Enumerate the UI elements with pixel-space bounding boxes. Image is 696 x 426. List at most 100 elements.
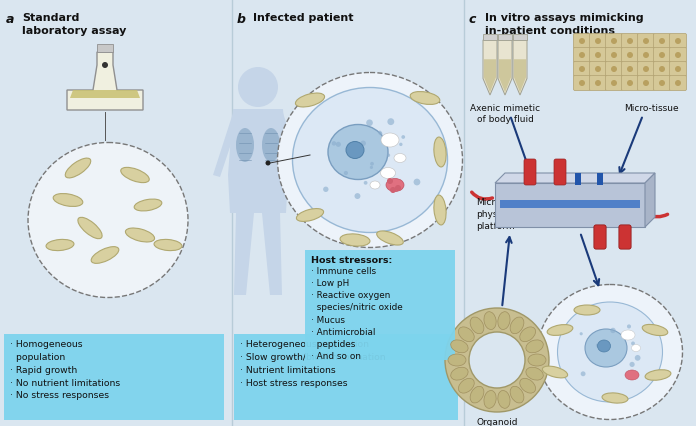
FancyBboxPatch shape	[594, 225, 606, 249]
Circle shape	[378, 131, 381, 134]
Polygon shape	[513, 40, 527, 95]
FancyBboxPatch shape	[638, 34, 654, 49]
FancyBboxPatch shape	[590, 61, 606, 77]
Polygon shape	[645, 173, 655, 227]
Circle shape	[596, 343, 600, 347]
Ellipse shape	[78, 217, 102, 239]
Ellipse shape	[410, 92, 440, 104]
FancyBboxPatch shape	[305, 250, 455, 360]
FancyBboxPatch shape	[619, 225, 631, 249]
Circle shape	[631, 342, 635, 345]
Polygon shape	[70, 90, 140, 98]
Circle shape	[595, 80, 601, 86]
Circle shape	[402, 135, 405, 139]
Circle shape	[627, 325, 631, 328]
FancyBboxPatch shape	[619, 225, 631, 249]
FancyBboxPatch shape	[622, 48, 638, 63]
Ellipse shape	[528, 354, 546, 366]
Ellipse shape	[459, 378, 474, 393]
Circle shape	[579, 80, 585, 86]
Ellipse shape	[642, 325, 667, 336]
Polygon shape	[234, 213, 254, 295]
Circle shape	[364, 181, 367, 185]
Circle shape	[659, 66, 665, 72]
Ellipse shape	[470, 317, 484, 334]
Ellipse shape	[296, 209, 324, 222]
Circle shape	[627, 80, 633, 86]
Circle shape	[659, 38, 665, 44]
Circle shape	[579, 66, 585, 72]
Circle shape	[628, 332, 631, 335]
Ellipse shape	[520, 327, 535, 342]
Ellipse shape	[451, 367, 468, 380]
Ellipse shape	[381, 167, 395, 178]
Circle shape	[469, 332, 525, 388]
Text: Axenic mimetic
of body fluid: Axenic mimetic of body fluid	[470, 104, 540, 124]
Circle shape	[395, 185, 401, 191]
Circle shape	[445, 308, 549, 412]
FancyBboxPatch shape	[670, 75, 686, 90]
Circle shape	[675, 80, 681, 86]
Ellipse shape	[526, 367, 544, 380]
FancyBboxPatch shape	[638, 48, 654, 63]
Circle shape	[370, 162, 374, 166]
Circle shape	[102, 62, 108, 68]
Circle shape	[332, 141, 336, 146]
FancyBboxPatch shape	[234, 334, 458, 420]
Ellipse shape	[557, 302, 663, 402]
Ellipse shape	[602, 393, 628, 403]
Circle shape	[627, 52, 633, 58]
Ellipse shape	[510, 317, 524, 334]
Circle shape	[611, 66, 617, 72]
Ellipse shape	[28, 143, 188, 297]
FancyBboxPatch shape	[574, 75, 590, 90]
Text: Micro-tissue: Micro-tissue	[624, 104, 679, 113]
Ellipse shape	[470, 386, 484, 403]
Polygon shape	[213, 113, 240, 177]
Ellipse shape	[537, 285, 683, 420]
Text: · Heterogeneous population
· Slow growth/biofilm formation
· Nutrient limitation: · Heterogeneous population · Slow growth…	[240, 340, 386, 388]
FancyBboxPatch shape	[590, 75, 606, 90]
Text: · Homogeneous
  population
· Rapid growth
· No nutrient limitations
· No stress : · Homogeneous population · Rapid growth …	[10, 340, 120, 400]
FancyBboxPatch shape	[622, 34, 638, 49]
Ellipse shape	[459, 327, 474, 342]
FancyBboxPatch shape	[654, 48, 670, 63]
Circle shape	[675, 66, 681, 72]
FancyBboxPatch shape	[574, 61, 590, 77]
Ellipse shape	[547, 325, 573, 335]
FancyBboxPatch shape	[606, 34, 622, 49]
Ellipse shape	[498, 391, 510, 408]
Ellipse shape	[120, 167, 149, 183]
Text: Host stressors:: Host stressors:	[311, 256, 393, 265]
Circle shape	[675, 38, 681, 44]
Circle shape	[580, 332, 583, 335]
Circle shape	[579, 38, 585, 44]
Ellipse shape	[520, 378, 535, 393]
Circle shape	[643, 38, 649, 44]
FancyBboxPatch shape	[606, 75, 622, 90]
FancyBboxPatch shape	[654, 34, 670, 49]
Text: c: c	[469, 13, 476, 26]
Circle shape	[659, 80, 665, 86]
FancyBboxPatch shape	[670, 34, 686, 49]
Circle shape	[627, 66, 633, 72]
Circle shape	[610, 328, 616, 333]
Polygon shape	[514, 59, 526, 92]
Text: In vitro assays mimicking
in-patient conditions: In vitro assays mimicking in-patient con…	[485, 13, 644, 36]
FancyBboxPatch shape	[594, 225, 606, 249]
Bar	[597, 173, 603, 185]
Ellipse shape	[278, 72, 463, 248]
FancyBboxPatch shape	[622, 61, 638, 77]
Bar	[500, 200, 640, 208]
FancyBboxPatch shape	[574, 48, 590, 63]
FancyBboxPatch shape	[654, 61, 670, 77]
Ellipse shape	[346, 141, 364, 158]
Ellipse shape	[377, 231, 403, 245]
Circle shape	[659, 52, 665, 58]
Polygon shape	[513, 34, 527, 40]
Circle shape	[413, 178, 420, 185]
FancyBboxPatch shape	[670, 48, 686, 63]
Text: a: a	[6, 13, 15, 26]
Text: b: b	[237, 13, 246, 26]
Text: Standard
laboratory assay: Standard laboratory assay	[22, 13, 127, 36]
